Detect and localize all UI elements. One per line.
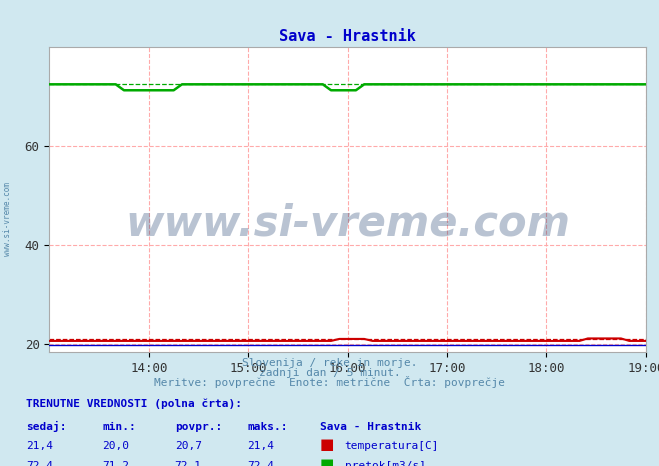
Text: zadnji dan / 5 minut.: zadnji dan / 5 minut. [258,368,401,378]
Text: ■: ■ [320,437,334,452]
Text: Slovenija / reke in morje.: Slovenija / reke in morje. [242,358,417,368]
Text: 72,4: 72,4 [247,461,274,466]
Text: min.:: min.: [102,422,136,432]
Text: sedaj:: sedaj: [26,421,67,432]
Text: ■: ■ [320,457,334,466]
Text: 72,1: 72,1 [175,461,202,466]
Text: 21,4: 21,4 [247,441,274,451]
Text: Sava - Hrastnik: Sava - Hrastnik [320,422,421,432]
Text: 71,2: 71,2 [102,461,129,466]
Text: 20,7: 20,7 [175,441,202,451]
Text: www.si-vreme.com: www.si-vreme.com [3,182,13,256]
Text: pretok[m3/s]: pretok[m3/s] [345,461,426,466]
Text: temperatura[C]: temperatura[C] [345,441,439,451]
Text: maks.:: maks.: [247,422,287,432]
Text: 20,0: 20,0 [102,441,129,451]
Text: TRENUTNE VREDNOSTI (polna črta):: TRENUTNE VREDNOSTI (polna črta): [26,399,243,409]
Text: 72,4: 72,4 [26,461,53,466]
Title: Sava - Hrastnik: Sava - Hrastnik [279,29,416,44]
Text: Meritve: povprečne  Enote: metrične  Črta: povprečje: Meritve: povprečne Enote: metrične Črta:… [154,377,505,388]
Text: www.si-vreme.com: www.si-vreme.com [125,203,570,245]
Text: povpr.:: povpr.: [175,422,222,432]
Text: 21,4: 21,4 [26,441,53,451]
